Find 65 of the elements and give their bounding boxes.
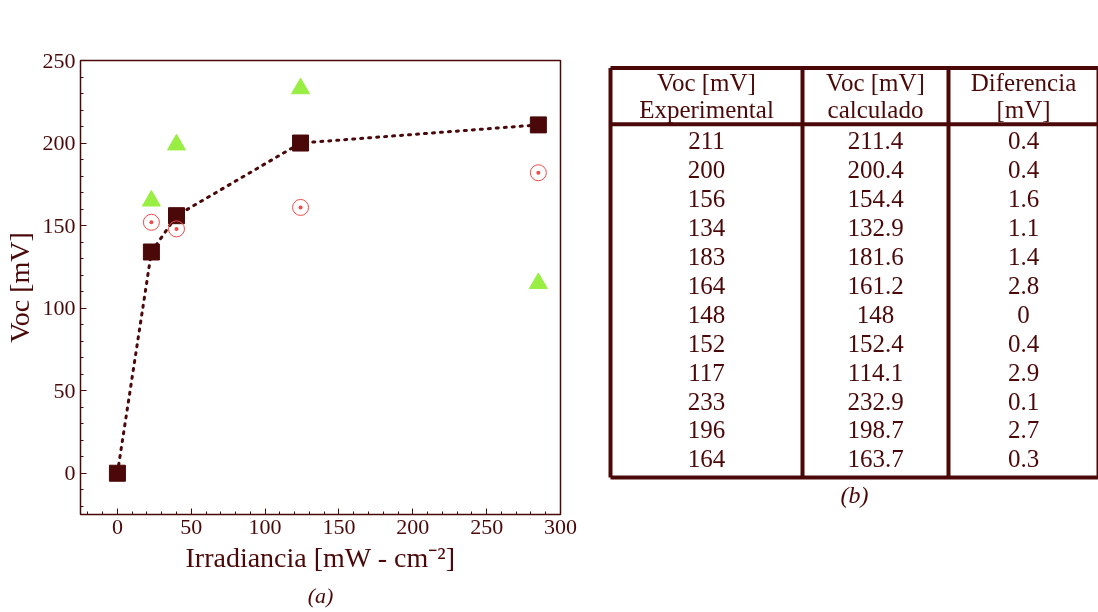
text: 164 [687,271,726,299]
text: 132.9 [847,213,904,241]
text: 148 [687,300,726,328]
text: 156 [687,184,726,212]
text: 154.4 [847,184,904,212]
category-label: Voc [mV] calculado [826,69,925,123]
text: 163.7 [847,445,904,473]
text: 152.4 [847,329,904,357]
text: 200 [687,156,726,184]
text: (b) [840,482,869,509]
text: 114.1 [847,358,904,386]
text: 134 [687,213,726,241]
y-tick-label: 0 [64,460,76,486]
category-label: Voc [mV] Experimental [639,69,774,123]
text: 1.1 [1007,213,1040,241]
text: 164 [687,445,726,473]
text: 0.4 [1007,329,1040,357]
y-axis-title: Voc [mV] [3,232,35,343]
text: 233 [687,387,726,415]
text: 161.2 [847,271,904,299]
y-tick-label: 100 [42,295,76,321]
point [142,213,160,231]
x-tick-label: 50 [180,513,203,539]
text: 198.7 [847,416,904,444]
x-tick-label: 250 [470,513,504,539]
text: 1.4 [1007,242,1040,270]
text: 196 [687,416,726,444]
point [142,243,160,261]
text: (a) [307,582,334,608]
x-tick-label: 100 [248,513,282,539]
text: 0.3 [1007,445,1040,473]
x-tick-label: 0 [111,513,123,539]
y-tick-label: 50 [53,377,76,403]
x-tick-label: 300 [544,513,577,539]
point [292,134,310,152]
text: 117 [688,358,725,386]
point [168,207,185,225]
text: 148 [856,300,895,328]
text: 0.4 [1007,127,1040,155]
point [529,164,547,182]
text: 181.6 [847,242,904,270]
x-tick-label: 200 [396,513,430,539]
text: 232.9 [847,387,904,415]
text: 183 [687,242,726,270]
x-tick-label: 150 [322,513,356,539]
point [168,220,185,238]
y-tick-label: 250 [42,47,76,73]
text: 0.4 [1007,156,1040,184]
text: 152 [687,329,726,357]
category-label: Diferencia [mV] [970,69,1077,123]
text: 211.4 [847,127,904,155]
y-tick-label: 150 [42,212,76,238]
x-axis-title: Irradiancia [mW - cm⁻²] [185,541,456,573]
point [292,198,310,216]
text: 200.4 [847,156,904,184]
text: 211 [688,127,725,155]
text: 2.9 [1007,358,1040,386]
text: 2.8 [1007,271,1040,299]
text: 1.6 [1007,184,1040,212]
point [108,464,126,482]
text: 0.1 [1007,387,1040,415]
point [529,116,547,134]
text: 2.7 [1007,416,1040,444]
y-tick-label: 200 [42,130,76,156]
text: 0 [1017,300,1030,328]
